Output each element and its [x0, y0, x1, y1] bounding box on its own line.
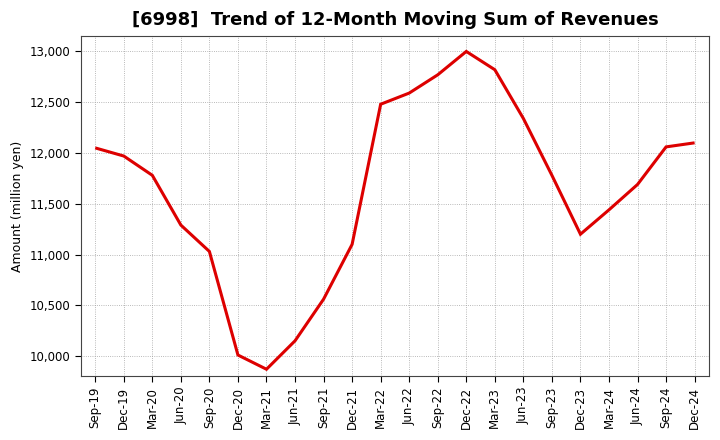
- Title: [6998]  Trend of 12-Month Moving Sum of Revenues: [6998] Trend of 12-Month Moving Sum of R…: [132, 11, 658, 29]
- Y-axis label: Amount (million yen): Amount (million yen): [11, 141, 24, 272]
